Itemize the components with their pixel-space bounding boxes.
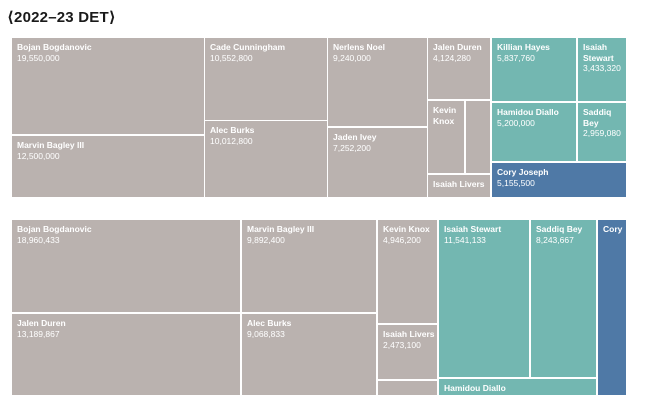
cell-value: 12,500,000 [17,150,60,161]
treemap-cell: Marvin Bagley III 12,500,000 [11,135,205,198]
treemap-cell: Isaiah Stewart 3,433,320 [577,37,627,102]
cell-value: 5,837,760 [497,52,535,63]
cell-label: Alec Burks 10,012,800 [210,125,254,146]
cell-label: Jaden Ivey 7,252,200 [333,132,376,153]
treemap-cell: Bojan Bogdanovic 18,960,433 [11,219,241,313]
cell-name: Hamidou Diallo [497,107,559,117]
cell-name: Isaiah Livers [383,329,435,339]
cell-name: Bojan Bogdanovic [17,42,92,52]
cell-name: Marvin Bagley III [17,140,85,150]
treemap-cell: Killian Hayes 5,837,760 [491,37,577,102]
treemap-cell: Saddiq Bey 2,959,080 [577,102,627,162]
treemap-cell: Jalen Duren 13,189,867 [11,313,241,396]
cell-name: Saddiq Bey [536,224,583,234]
treemap-cell: Marvin Bagley III 9,892,400 [241,219,377,313]
cell-label: Bojan Bogdanovic 18,960,433 [17,224,92,245]
cell-value: 5,200,000 [497,117,535,128]
cell-name: Kevin Knox [433,105,457,126]
cell-label: Killian Hayes 5,837,760 [497,42,550,63]
cell-label: Saddiq Bey 2,959,080 [583,107,626,139]
cell-name: Jalen Duren [17,318,66,328]
cell-label: Bojan Bogdanovic 19,550,000 [17,42,92,63]
cell-name: Isaiah Stewart [583,42,614,63]
cell-label: Alec Burks 9,068,833 [247,318,291,339]
treemap-cell: Alec Burks 9,068,833 [241,313,377,396]
cell-label: Cory [603,224,622,235]
cell-name: Nerlens Noel [333,42,385,52]
treemap-cell: Cory [597,219,627,396]
cell-name: Killian Hayes [497,42,550,52]
treemap-cell: Hamidou Diallo [438,378,597,396]
treemap-cell: Alec Burks 10,012,800 [204,120,328,198]
treemap-cell: Isaiah Livers 2,473,100 [377,324,438,380]
cell-name: Saddiq Bey [583,107,612,128]
treemap-cell: Jaden Ivey 7,252,200 [327,127,428,198]
cell-label: Cory Joseph 5,155,500 [497,167,549,188]
cell-value: 2,473,100 [383,339,421,350]
cell-label: Jalen Duren 13,189,867 [17,318,66,339]
cell-value: 10,012,800 [210,135,253,146]
treemap-cell: Hamidou Diallo 5,200,000 [491,102,577,162]
cell-value: 9,240,000 [333,52,371,63]
cell-value: 5,155,500 [497,177,535,188]
cell-name: Isaiah Livers [433,179,485,189]
cell-name: Cory Joseph [497,167,549,177]
cell-name: Cory [603,224,623,234]
cell-name: Jalen Duren [433,42,482,52]
treemap-cell [377,380,438,396]
cell-value: 9,068,833 [247,328,285,339]
treemap-cell: Isaiah Livers [427,174,491,198]
cell-label: Hamidou Diallo [444,383,506,394]
cell-name: Cade Cunningham [210,42,286,52]
cell-value: 7,252,200 [333,142,371,153]
cell-name: Bojan Bogdanovic [17,224,92,234]
cell-value: 18,960,433 [17,234,60,245]
cell-label: Kevin Knox 4,946,200 [383,224,430,245]
cell-name: Jaden Ivey [333,132,377,142]
cell-value: 8,243,667 [536,234,574,245]
treemap-cell: Cade Cunningham 10,552,800 [204,37,328,127]
treemap-cell: Nerlens Noel 9,240,000 [327,37,428,127]
cell-value: 10,552,800 [210,52,253,63]
cell-value: 13,189,867 [17,328,60,339]
cell-label: Hamidou Diallo 5,200,000 [497,107,559,128]
treemap-cell: Bojan Bogdanovic 19,550,000 [11,37,205,135]
cell-label: Saddiq Bey 8,243,667 [536,224,582,245]
cell-value: 19,550,000 [17,52,60,63]
cell-value: 3,433,320 [583,63,621,73]
cell-name: Kevin Knox [383,224,430,234]
cell-value: 4,946,200 [383,234,421,245]
cell-label: Isaiah Stewart 3,433,320 [583,42,621,74]
cell-label: Cade Cunningham 10,552,800 [210,42,285,63]
cell-name: Isaiah Stewart [444,224,502,234]
cell-label: Marvin Bagley III 12,500,000 [17,140,84,161]
cell-label: Isaiah Livers [433,179,485,190]
cell-label: Isaiah Livers 2,473,100 [383,329,435,350]
cell-label: Kevin Knox [433,105,456,126]
treemap-cell: Kevin Knox [427,100,465,174]
treemap-cell: Jalen Duren 4,124,280 [427,37,491,100]
treemap-cell: Cory Joseph 5,155,500 [491,162,627,198]
cell-label: Marvin Bagley III 9,892,400 [247,224,314,245]
cell-label: Nerlens Noel 9,240,000 [333,42,385,63]
cell-label: Isaiah Stewart 11,541,133 [444,224,501,245]
cell-value: 2,959,080 [583,128,621,138]
cell-value: 9,892,400 [247,234,285,245]
treemap-cell [465,100,491,174]
cell-label: Jalen Duren 4,124,280 [433,42,482,63]
cell-name: Alec Burks [247,318,292,328]
cell-name: Marvin Bagley III [247,224,315,234]
treemap-cell: Kevin Knox 4,946,200 [377,219,438,324]
cell-value: 11,541,133 [444,234,486,245]
treemap-cell: Isaiah Stewart 11,541,133 [438,219,530,378]
chart-title: ⟨2022–23 DET⟩ [7,9,116,26]
cell-value: 4,124,280 [433,52,471,63]
cell-name: Hamidou Diallo [444,383,506,393]
treemap-cell: Saddiq Bey 8,243,667 [530,219,597,378]
cell-name: Alec Burks [210,125,255,135]
